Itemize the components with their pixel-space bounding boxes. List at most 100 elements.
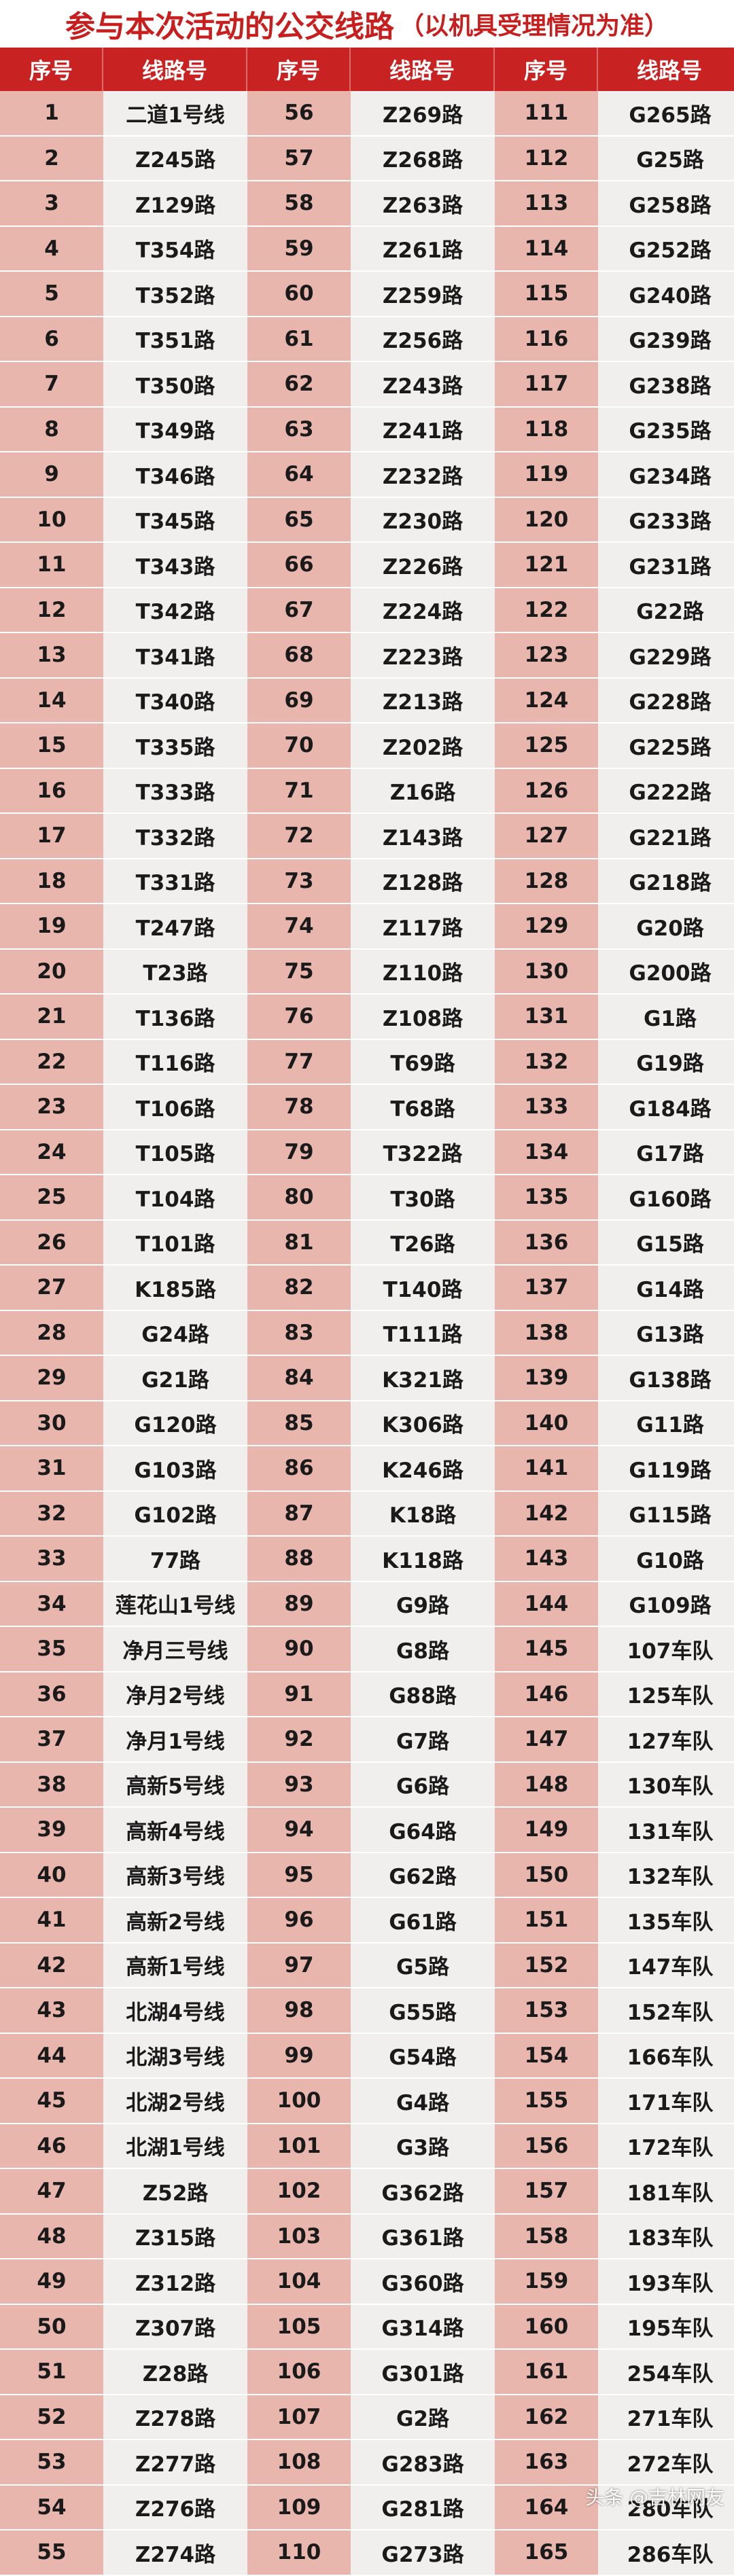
route-name-cell: Z16路 (351, 769, 495, 815)
route-name-cell: G138路 (598, 1356, 734, 1401)
route-name-cell: T68路 (351, 1085, 495, 1130)
row-seq-cell: 124 (495, 679, 598, 724)
row-seq-cell: 69 (247, 679, 351, 724)
row-seq-cell: 106 (247, 2350, 351, 2395)
route-name-cell: Z268路 (351, 137, 495, 182)
route-name-cell: G24路 (103, 1311, 247, 1357)
route-name-cell: 135车队 (598, 1898, 734, 1944)
route-name-cell: 127车队 (598, 1717, 734, 1763)
row-seq-cell: 88 (247, 1537, 351, 1582)
route-name-cell: Z108路 (351, 995, 495, 1040)
route-name-cell: G252路 (598, 227, 734, 272)
route-name-cell: Z128路 (351, 859, 495, 905)
row-seq-cell: 109 (247, 2486, 351, 2531)
row-seq-cell: 34 (0, 1582, 103, 1628)
route-name-cell: 254车队 (598, 2350, 734, 2395)
row-seq-cell: 142 (495, 1492, 598, 1537)
route-name-cell: K118路 (351, 1537, 495, 1582)
row-seq-cell: 12 (0, 588, 103, 634)
row-seq-cell: 161 (495, 2350, 598, 2395)
route-name-cell: 北湖3号线 (103, 2034, 247, 2079)
route-name-cell: Z202路 (351, 723, 495, 769)
row-seq-cell: 48 (0, 2215, 103, 2260)
route-name-cell: G225路 (598, 723, 734, 769)
route-name-cell: G222路 (598, 769, 734, 815)
route-name-cell: T106路 (103, 1085, 247, 1130)
header-route: 线路号 (598, 48, 734, 91)
row-seq-cell: 9 (0, 452, 103, 498)
route-name-cell: 166车队 (598, 2034, 734, 2079)
row-seq-cell: 125 (495, 723, 598, 769)
route-name-cell: G15路 (598, 1221, 734, 1266)
route-name-cell: G3路 (351, 2124, 495, 2170)
row-seq-cell: 105 (247, 2305, 351, 2350)
row-seq-cell: 90 (247, 1627, 351, 1672)
route-name-cell: G258路 (598, 181, 734, 227)
row-seq-cell: 24 (0, 1130, 103, 1176)
route-name-cell: Z117路 (351, 904, 495, 950)
route-name-cell: G8路 (351, 1627, 495, 1672)
route-name-cell: T111路 (351, 1311, 495, 1357)
route-name-cell: 286车队 (598, 2530, 734, 2576)
route-name-cell: 高新2号线 (103, 1898, 247, 1944)
row-seq-cell: 71 (247, 769, 351, 815)
route-name-cell: G200路 (598, 950, 734, 995)
route-name-cell: 高新1号线 (103, 1944, 247, 1989)
route-name-cell: Z277路 (103, 2440, 247, 2486)
route-name-cell: G5路 (351, 1944, 495, 1989)
row-seq-cell: 17 (0, 814, 103, 859)
row-seq-cell: 120 (495, 498, 598, 543)
route-name-cell: 183车队 (598, 2215, 734, 2260)
route-name-cell: 净月1号线 (103, 1717, 247, 1763)
route-name-cell: T26路 (351, 1221, 495, 1266)
row-seq-cell: 52 (0, 2395, 103, 2441)
route-name-cell: G240路 (598, 272, 734, 317)
row-seq-cell: 47 (0, 2169, 103, 2215)
route-name-cell: Z274路 (103, 2530, 247, 2576)
row-seq-cell: 154 (495, 2034, 598, 2079)
route-name-cell: G9路 (351, 1582, 495, 1628)
row-seq-cell: 133 (495, 1085, 598, 1130)
row-seq-cell: 118 (495, 408, 598, 453)
route-name-cell: Z278路 (103, 2395, 247, 2441)
row-seq-cell: 19 (0, 904, 103, 950)
row-seq-cell: 159 (495, 2259, 598, 2305)
route-name-cell: 147车队 (598, 1944, 734, 1989)
row-seq-cell: 153 (495, 1988, 598, 2034)
row-seq-cell: 101 (247, 2124, 351, 2170)
row-seq-cell: 151 (495, 1898, 598, 1944)
route-name-cell: 125车队 (598, 1672, 734, 1718)
row-seq-cell: 89 (247, 1582, 351, 1628)
route-name-cell: 高新4号线 (103, 1808, 247, 1853)
row-seq-cell: 67 (247, 588, 351, 634)
row-seq-cell: 22 (0, 1040, 103, 1086)
row-seq-cell: 11 (0, 543, 103, 588)
route-name-cell: G234路 (598, 452, 734, 498)
row-seq-cell: 45 (0, 2079, 103, 2124)
route-name-cell: 107车队 (598, 1627, 734, 1672)
row-seq-cell: 131 (495, 995, 598, 1040)
route-name-cell: G360路 (351, 2259, 495, 2305)
row-seq-cell: 29 (0, 1356, 103, 1401)
row-seq-cell: 128 (495, 859, 598, 905)
row-seq-cell: 7 (0, 362, 103, 408)
row-seq-cell: 30 (0, 1401, 103, 1447)
route-name-cell: T345路 (103, 498, 247, 543)
route-name-cell: T332路 (103, 814, 247, 859)
